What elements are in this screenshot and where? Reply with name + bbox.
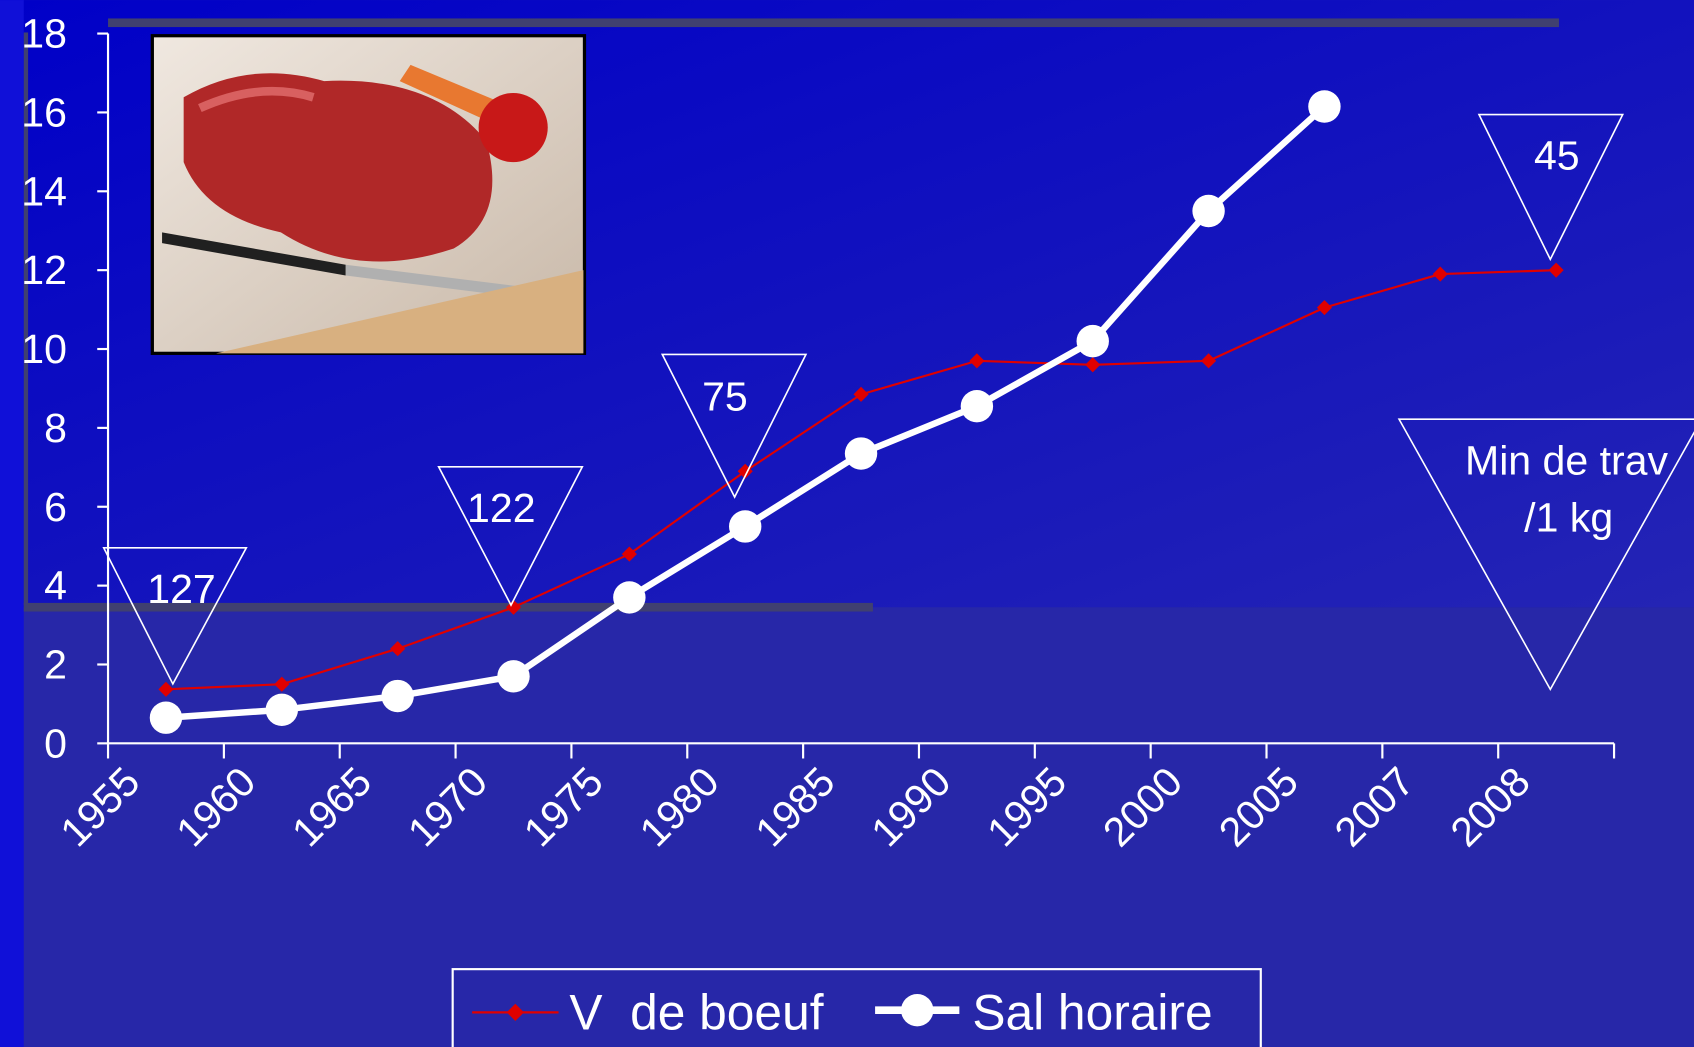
point <box>1192 194 1225 228</box>
annotation: 127 <box>147 566 215 612</box>
photo <box>150 34 587 355</box>
callout <box>437 465 584 607</box>
point <box>844 437 878 470</box>
point <box>1432 266 1448 282</box>
legend-label: Sal horaire <box>972 985 1212 1041</box>
background-bottom <box>0 607 1694 1047</box>
point <box>969 353 985 369</box>
callout <box>1397 418 1694 691</box>
legend-label: V de boeuf <box>569 985 823 1041</box>
point <box>390 641 406 657</box>
decor-bar <box>23 602 873 612</box>
y-tick-label: 2 <box>44 642 67 688</box>
point <box>1316 300 1332 316</box>
point <box>274 676 290 692</box>
point <box>1201 353 1217 369</box>
annotation: 45 <box>1534 133 1580 179</box>
point <box>613 581 646 614</box>
point <box>1308 90 1341 123</box>
annotation: 122 <box>467 485 536 531</box>
point <box>158 681 174 697</box>
point <box>728 510 762 543</box>
y-tick-label: 8 <box>44 405 67 451</box>
decor-bar <box>23 32 29 606</box>
point <box>497 660 530 693</box>
annotation: /1 kg <box>1524 495 1613 541</box>
point <box>960 389 994 423</box>
point <box>265 693 299 727</box>
y-tick-label: 6 <box>44 484 67 530</box>
y-tick-label: 18 <box>21 11 67 57</box>
left-band <box>0 0 24 1047</box>
point <box>1085 357 1101 373</box>
decor-bar <box>108 18 1559 28</box>
y-tick-label: 4 <box>44 563 67 609</box>
legend-box <box>451 968 1262 1047</box>
annotation: 75 <box>702 374 748 420</box>
point <box>381 679 414 713</box>
point <box>149 701 183 734</box>
point <box>1076 324 1109 358</box>
y-tick-label: 16 <box>21 89 67 135</box>
legend-marker <box>901 993 934 1027</box>
point <box>621 546 637 562</box>
callout <box>102 546 248 686</box>
y-tick-label: 0 <box>44 720 67 766</box>
y-tick-label: 14 <box>21 168 67 214</box>
point <box>853 386 869 402</box>
point <box>1548 262 1564 278</box>
legend: V de boeuf Sal horaire <box>451 968 1262 1047</box>
annotation: Min de trav <box>1465 437 1669 483</box>
callout <box>1477 113 1625 262</box>
y-tick-label: 10 <box>21 326 67 372</box>
y-tick-label: 12 <box>21 247 67 293</box>
callout <box>660 353 808 499</box>
